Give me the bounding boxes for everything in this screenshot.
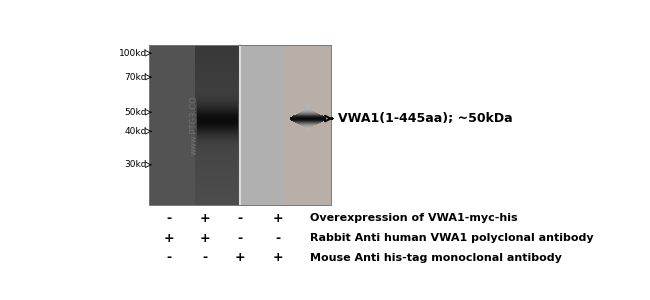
Text: +: + [164,232,175,244]
Text: -: - [202,251,207,264]
Text: +: + [200,212,210,225]
Text: 50kd: 50kd [124,108,147,117]
Text: Mouse Anti his-tag monoclonal antibody: Mouse Anti his-tag monoclonal antibody [311,253,562,263]
Text: +: + [272,212,283,225]
Text: 40kd: 40kd [124,127,147,136]
Text: +: + [200,232,210,244]
Bar [150,45,194,205]
Text: -: - [237,232,242,244]
Text: +: + [272,251,283,264]
Text: Overexpression of VWA1-myc-his: Overexpression of VWA1-myc-his [311,214,518,224]
Text: 30kd: 30kd [124,160,147,169]
Bar [150,45,331,205]
Text: 100kd: 100kd [118,49,147,58]
Bar [194,45,240,205]
Text: -: - [237,212,242,225]
Text: VWA1(1-445aa); ~50kDa: VWA1(1-445aa); ~50kDa [338,112,513,125]
Text: www.PTG3.CO: www.PTG3.CO [190,95,199,155]
Text: -: - [167,251,172,264]
Text: 70kd: 70kd [124,73,147,82]
Text: +: + [235,251,245,264]
Text: -: - [275,232,280,244]
Bar [240,45,285,205]
Bar [285,45,331,205]
Text: Rabbit Anti human VWA1 polyclonal antibody: Rabbit Anti human VWA1 polyclonal antibo… [311,233,594,243]
Text: -: - [167,212,172,225]
